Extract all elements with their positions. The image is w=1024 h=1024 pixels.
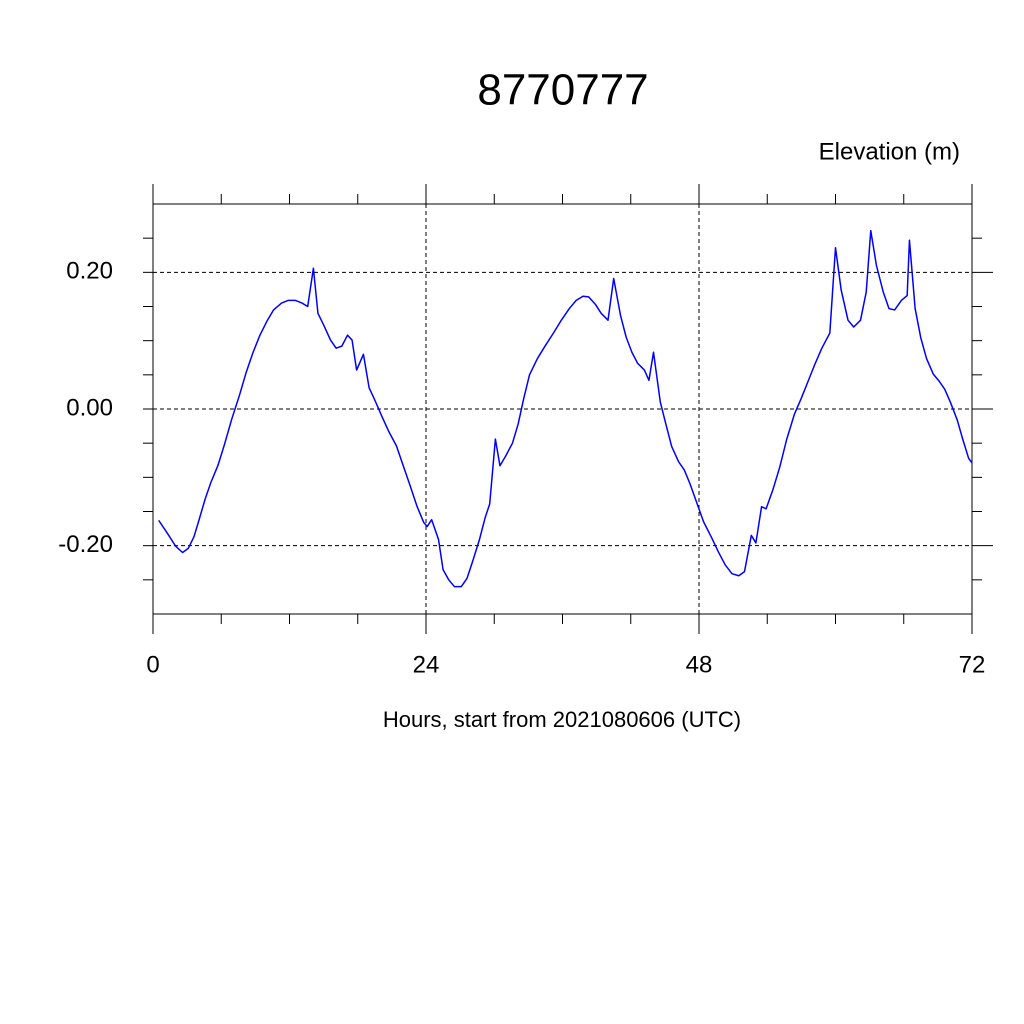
x-tick-label: 0	[146, 651, 159, 678]
plot-frame	[152, 203, 973, 615]
chart-title: 8770777	[477, 66, 648, 115]
x-tick-label: 72	[959, 651, 986, 678]
x-tick-label: 24	[413, 651, 440, 678]
y-tick-label: 0.00	[66, 394, 113, 421]
y-axis-label: Elevation (m)	[819, 138, 960, 165]
y-tick-label: -0.20	[58, 531, 113, 558]
x-axis-label: Hours, start from 2021080606 (UTC)	[383, 707, 741, 732]
data-line	[158, 229, 973, 588]
x-tick-label: 48	[686, 651, 713, 678]
y-tick-label: 0.20	[66, 258, 113, 285]
